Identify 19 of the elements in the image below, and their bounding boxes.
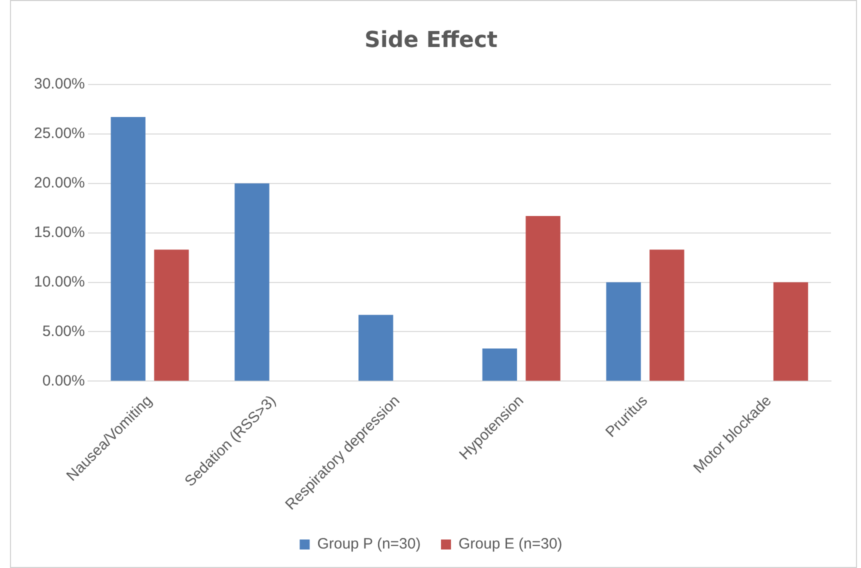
y-tick-label: 10.00% [34,273,85,290]
y-tick-label: 0.00% [42,372,85,390]
y-tick-label: 25.00% [34,125,85,142]
y-tick-label: 15.00% [34,224,85,241]
bar [482,348,518,381]
legend-label: Group E (n=30) [458,536,562,553]
bar [110,117,146,381]
bar [606,282,641,381]
bar [154,250,189,381]
bar [234,183,270,381]
bar [526,216,560,381]
y-tick-label: 30.00% [34,76,85,93]
y-tick-label: 20.00% [34,174,85,192]
bar [650,250,684,381]
legend-label: Group P (n=30) [317,536,421,553]
bar [773,282,808,381]
y-tick-label: 5.00% [42,322,85,340]
bar [358,314,394,381]
chart-title: Side Effect [364,28,498,53]
